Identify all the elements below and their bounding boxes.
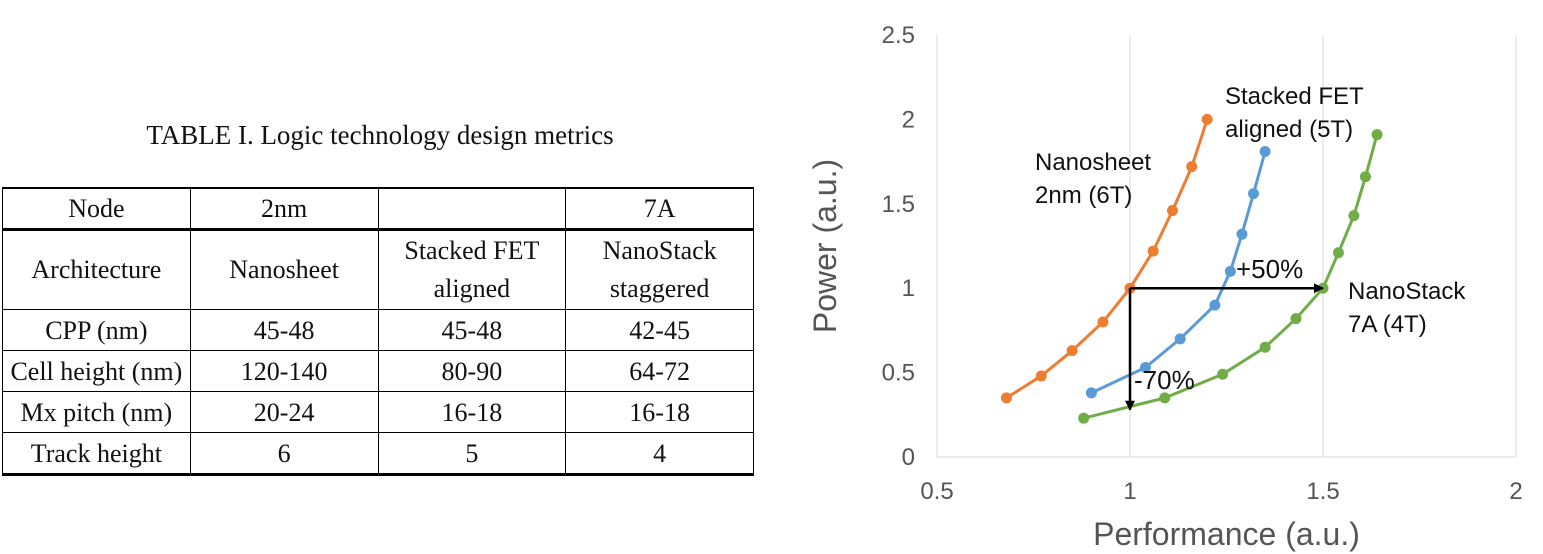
- header-cell: 7A: [565, 187, 754, 231]
- table-row: Architecture Nanosheet Stacked FET align…: [2, 229, 754, 310]
- data-point: [1332, 247, 1344, 259]
- data-point: [1217, 368, 1229, 380]
- data-point: [1186, 161, 1198, 173]
- table-row: Cell height (nm) 120-140 80-90 64-72: [2, 350, 754, 392]
- annotation-label: -70%: [1134, 365, 1195, 395]
- table-cell: 5: [377, 432, 567, 475]
- data-point: [1259, 341, 1271, 353]
- table-cell: 64-72: [565, 350, 754, 392]
- y-tick-label: 0.5: [882, 360, 915, 387]
- series-label: 2nm (6T): [1035, 182, 1132, 209]
- row-label: Track height: [2, 432, 191, 475]
- series-label: aligned (5T): [1225, 116, 1353, 143]
- x-tick-label: 1.5: [1306, 478, 1339, 505]
- data-point: [1097, 316, 1109, 328]
- table-cell: 6: [189, 432, 379, 475]
- table-header-row: Node 2nm 7A: [2, 187, 754, 231]
- series-label: Nanosheet: [1035, 149, 1151, 176]
- cell-line: Stacked FET: [404, 236, 540, 265]
- series-label: NanoStack: [1348, 278, 1466, 305]
- cell-line: aligned: [433, 274, 511, 303]
- annotation-label: +50%: [1236, 254, 1303, 284]
- label-layer: Nanosheet 2nm (6T) Stacked FET aligned (5T)…: [1035, 83, 1466, 338]
- data-point: [1174, 333, 1186, 345]
- table-cell: 42-45: [565, 309, 754, 351]
- x-axis-title: Performance (a.u.): [1093, 516, 1360, 552]
- cell-line: staggered: [609, 274, 710, 303]
- data-point: [1224, 265, 1236, 277]
- table-cell: Nanosheet: [189, 229, 379, 310]
- x-tick-label: 1: [1123, 478, 1136, 505]
- data-point: [1236, 228, 1248, 240]
- header-cell: Node: [2, 187, 191, 231]
- data-point: [1147, 245, 1159, 257]
- data-point: [1035, 370, 1047, 382]
- table-cell: 45-48: [377, 309, 567, 351]
- header-cell: 2nm: [189, 187, 379, 231]
- data-point: [1066, 345, 1078, 357]
- table-cell: NanoStack staggered: [565, 229, 754, 310]
- table-cell: 16-18: [565, 391, 754, 433]
- series-line: [1083, 134, 1379, 420]
- data-point: [1259, 145, 1271, 157]
- data-point: [1159, 392, 1171, 404]
- data-point: [1348, 210, 1360, 222]
- table-cell: 45-48: [189, 309, 379, 351]
- cell-line: NanoStack: [602, 236, 717, 265]
- table-cell: 80-90: [377, 350, 567, 392]
- table-title: TABLE I. Logic technology design metrics: [146, 120, 614, 150]
- series-label: Stacked FET: [1225, 83, 1364, 110]
- design-metrics-table: Node 2nm 7A Architecture Nanosheet Stack…: [2, 187, 754, 476]
- data-point: [1209, 299, 1221, 311]
- table-row: Track height 6 5 4: [2, 432, 754, 475]
- row-label: Cell height (nm): [2, 350, 191, 392]
- data-point: [1085, 387, 1097, 399]
- table-cell: 120-140: [189, 350, 379, 392]
- data-point: [1000, 392, 1012, 404]
- x-tick-label: 2: [1509, 478, 1522, 505]
- row-label: Architecture: [2, 229, 191, 310]
- table-cell: 20-24: [189, 391, 379, 433]
- row-label: Mx pitch (nm): [2, 391, 191, 433]
- y-tick-label: 2: [902, 106, 915, 133]
- table-cell: 4: [565, 432, 754, 475]
- data-point: [1359, 171, 1371, 183]
- table-row: Mx pitch (nm) 20-24 16-18 16-18: [2, 391, 754, 433]
- y-tick-label: 1: [902, 275, 915, 302]
- table-cell: 16-18: [377, 391, 567, 433]
- header-cell: [377, 187, 567, 231]
- data-point: [1166, 205, 1178, 217]
- annotation-layer: +50% -70%: [1125, 254, 1324, 411]
- data-point: [1201, 113, 1213, 125]
- y-tick-label: 0: [902, 444, 915, 471]
- data-point: [1139, 362, 1151, 374]
- y-axis-title: Power (a.u.): [807, 159, 843, 333]
- data-point: [1078, 412, 1090, 424]
- y-tick-label: 1.5: [882, 191, 915, 218]
- series-label: 7A (4T): [1348, 311, 1427, 338]
- row-label: CPP (nm): [2, 309, 191, 351]
- data-point: [1248, 188, 1260, 200]
- data-point: [1290, 313, 1302, 325]
- y-tick-label: 2.5: [882, 22, 915, 49]
- table-row: CPP (nm) 45-48 45-48 42-45: [2, 309, 754, 351]
- table-cell: Stacked FET aligned: [377, 229, 567, 310]
- cell-line: Nanosheet: [229, 255, 339, 284]
- x-tick-label: 0.5: [920, 478, 953, 505]
- data-point: [1371, 129, 1383, 141]
